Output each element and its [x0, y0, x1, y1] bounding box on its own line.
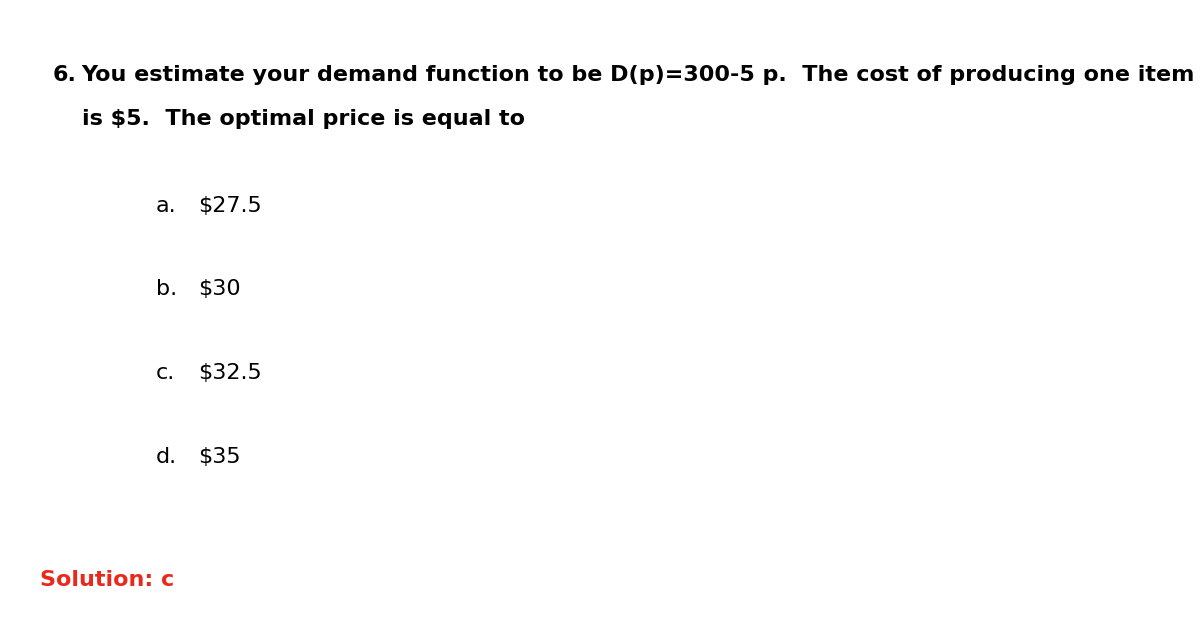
Text: is $5.  The optimal price is equal to: is $5. The optimal price is equal to: [82, 109, 524, 129]
Text: $35: $35: [198, 447, 241, 467]
Text: a.: a.: [156, 196, 176, 215]
Text: c.: c.: [156, 363, 175, 383]
Text: You estimate your demand function to be D(p)=300-5 p.  The cost of producing one: You estimate your demand function to be …: [82, 65, 1195, 85]
Text: $27.5: $27.5: [198, 196, 262, 215]
Text: Solution: c: Solution: c: [40, 570, 174, 590]
Text: b.: b.: [156, 279, 178, 299]
Text: $30: $30: [198, 279, 241, 299]
Text: 6.: 6.: [53, 65, 77, 85]
Text: $32.5: $32.5: [198, 363, 262, 383]
Text: d.: d.: [156, 447, 178, 467]
